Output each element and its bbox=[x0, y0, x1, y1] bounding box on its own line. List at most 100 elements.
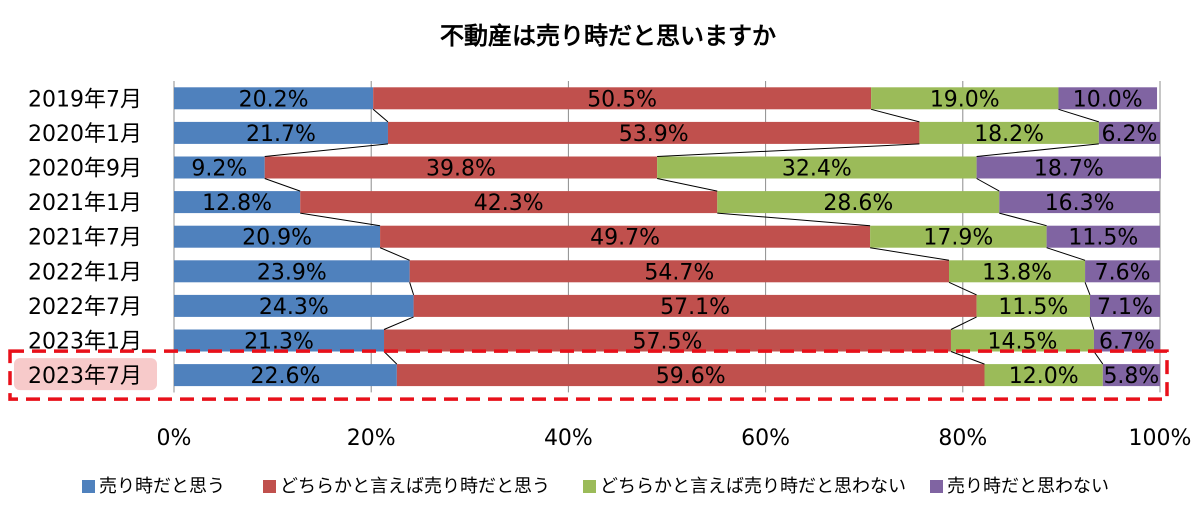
data-label: 59.6% bbox=[656, 364, 726, 389]
series-line bbox=[717, 212, 871, 227]
series-line bbox=[950, 351, 985, 365]
bar-segment bbox=[1085, 260, 1160, 283]
chart-title: 不動産は売り時だと思いますか bbox=[440, 22, 776, 50]
data-label: 18.7% bbox=[1034, 157, 1104, 182]
bar-segment bbox=[409, 260, 949, 283]
series-line bbox=[264, 178, 301, 192]
bar-segment bbox=[948, 260, 1086, 283]
legend-label: 売り時だと思わない bbox=[947, 476, 1109, 497]
data-label: 11.5% bbox=[1068, 226, 1138, 251]
bar-segment bbox=[264, 156, 658, 179]
data-label: 12.8% bbox=[202, 191, 272, 216]
series-line bbox=[379, 247, 410, 261]
series-line bbox=[383, 351, 398, 365]
series-line bbox=[1089, 316, 1095, 330]
bar-segment bbox=[413, 294, 977, 317]
highlight-frame bbox=[8, 349, 1169, 401]
bar-segment bbox=[387, 121, 920, 144]
category-label: 2021年1月 bbox=[28, 191, 142, 216]
data-label: 42.3% bbox=[474, 191, 544, 216]
data-label: 10.0% bbox=[1073, 87, 1143, 112]
legend-item: 売り時だと思う bbox=[82, 476, 225, 497]
bar-segment bbox=[396, 364, 985, 387]
bar-segment bbox=[870, 225, 1047, 248]
legend-item: どちらかと言えば売り時だと思わない bbox=[583, 476, 906, 497]
series-line bbox=[1084, 282, 1091, 296]
data-label: 7.1% bbox=[1097, 295, 1153, 320]
bar-segment bbox=[984, 364, 1103, 387]
bar-segment bbox=[300, 191, 718, 214]
data-label: 13.8% bbox=[982, 260, 1052, 285]
data-label: 49.7% bbox=[590, 226, 660, 251]
bar-segment bbox=[919, 121, 1099, 144]
bar-segment bbox=[976, 294, 1090, 317]
x-tick-label: 60% bbox=[741, 426, 790, 451]
series-line bbox=[264, 143, 389, 157]
data-label: 19.0% bbox=[930, 87, 1000, 112]
bar-segment bbox=[1046, 225, 1160, 248]
data-label: 9.2% bbox=[191, 157, 247, 182]
category-label: 2023年7月 bbox=[28, 364, 142, 389]
series-line bbox=[870, 247, 950, 261]
legend-swatch bbox=[82, 480, 95, 493]
category-label: 2022年7月 bbox=[28, 295, 142, 320]
series-line bbox=[1093, 351, 1104, 365]
series-line bbox=[372, 108, 389, 123]
data-label: 6.7% bbox=[1099, 330, 1155, 355]
category-label: 2019年7月 bbox=[28, 87, 142, 112]
data-label: 17.9% bbox=[923, 226, 993, 251]
legend-label: どちらかと言えば売り時だと思わない bbox=[600, 476, 906, 497]
series-line bbox=[999, 212, 1047, 227]
data-label: 24.3% bbox=[259, 295, 329, 320]
category-label: 2020年1月 bbox=[28, 122, 142, 147]
bar-segment bbox=[1098, 121, 1160, 144]
bar-segment bbox=[1102, 364, 1160, 387]
data-label: 32.4% bbox=[782, 157, 852, 182]
data-label: 7.6% bbox=[1095, 260, 1151, 285]
legend-label: どちらかと言えば売り時だと思う bbox=[280, 476, 550, 497]
bar-segment bbox=[174, 294, 414, 317]
data-label: 28.6% bbox=[823, 191, 893, 216]
legend-swatch bbox=[583, 480, 596, 493]
bar-segment bbox=[174, 329, 385, 352]
bar-segment bbox=[174, 225, 381, 248]
series-line bbox=[300, 212, 381, 227]
category-label: 2022年1月 bbox=[28, 260, 142, 285]
legend-swatch bbox=[930, 480, 943, 493]
bar-segment bbox=[871, 87, 1059, 110]
series-line bbox=[976, 178, 1000, 192]
bar-segment bbox=[1093, 329, 1160, 352]
series-line bbox=[948, 281, 977, 296]
data-label: 22.6% bbox=[250, 364, 320, 389]
x-tick-label: 100% bbox=[1129, 426, 1192, 451]
bar-segment bbox=[174, 364, 397, 387]
bar-segment bbox=[950, 329, 1094, 352]
data-label: 57.5% bbox=[633, 330, 703, 355]
data-label: 18.2% bbox=[974, 122, 1044, 147]
data-label: 16.3% bbox=[1045, 191, 1115, 216]
bar-segment bbox=[1089, 294, 1160, 317]
legend: 売り時だと思う どちらかと言えば売り時だと思う どちらかと言えば売り時だと思わない 売… bbox=[82, 476, 1109, 497]
highlight-label-bg bbox=[14, 358, 157, 391]
bar-segment bbox=[174, 191, 301, 214]
data-label: 53.9% bbox=[619, 122, 689, 147]
series-line bbox=[950, 316, 977, 330]
bar-segment bbox=[976, 156, 1161, 179]
x-tick-label: 40% bbox=[544, 426, 593, 451]
bar-segment bbox=[1058, 87, 1158, 110]
category-label: 2021年7月 bbox=[28, 226, 142, 251]
x-tick-label: 0% bbox=[157, 426, 192, 451]
series-line bbox=[976, 143, 1099, 157]
data-label: 20.9% bbox=[242, 226, 312, 251]
bar-segment bbox=[174, 87, 374, 110]
bar-segment bbox=[174, 156, 265, 179]
data-label: 39.8% bbox=[426, 157, 496, 182]
bar-segment bbox=[384, 329, 951, 352]
legend-swatch bbox=[263, 480, 276, 493]
bar-segment bbox=[174, 260, 410, 283]
series-line bbox=[657, 143, 920, 157]
data-label: 11.5% bbox=[998, 295, 1068, 320]
data-label: 23.9% bbox=[257, 260, 327, 285]
data-label: 54.7% bbox=[644, 260, 714, 285]
